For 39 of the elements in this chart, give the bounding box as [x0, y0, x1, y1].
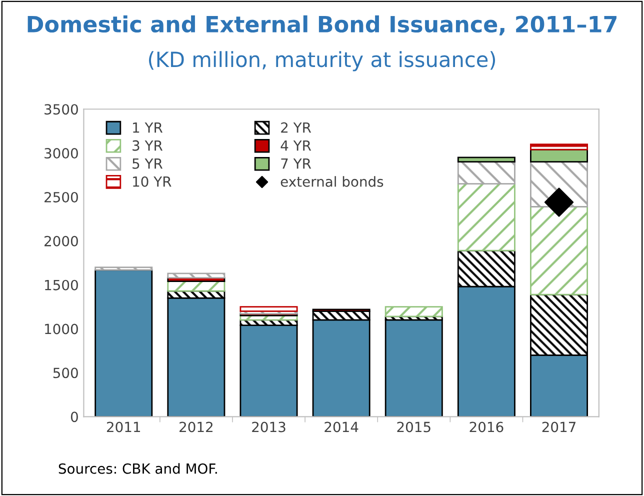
bar	[530, 148, 588, 163]
legend-label: 7 YR	[281, 158, 312, 169]
legend-label: 10 YR	[133, 176, 172, 187]
y-tick-label: 1500	[45, 280, 78, 290]
bar	[94, 266, 153, 271]
bar	[384, 319, 443, 417]
legend-label: 3 YR	[132, 140, 163, 151]
y-tick-label: 1000	[45, 324, 78, 334]
legend-label: 5 YR	[132, 158, 163, 169]
legend-label: 4 YR	[280, 140, 312, 151]
bar	[530, 206, 588, 296]
bar	[94, 269, 153, 417]
x-tick-label: 2015	[397, 422, 430, 432]
bar	[457, 161, 516, 184]
chart-title: Domestic and External Bond Issuance, 2011–17	[28, 15, 616, 36]
legend-label: 1 YR	[133, 122, 163, 133]
x-tick-label: 2014	[324, 422, 358, 432]
y-tick-label: 500	[53, 368, 78, 378]
bar	[457, 156, 516, 163]
bar	[240, 324, 298, 417]
bar	[530, 144, 588, 150]
x-tick-label: 2017	[542, 422, 576, 432]
y-tick-label: 2000	[44, 236, 78, 246]
x-tick-label: 2011	[106, 422, 140, 432]
chart-subtitle: (KD million, maturity at issuance)	[148, 51, 496, 72]
source-note: Sources: CBK and MOF.	[58, 463, 217, 474]
bar	[240, 306, 298, 312]
x-tick-label: 2013	[252, 422, 286, 432]
bar	[384, 306, 443, 318]
legend-label: external bonds	[280, 176, 384, 187]
y-tick-label: 2500	[44, 192, 78, 202]
y-tick-label: 0	[70, 412, 78, 422]
bar	[167, 272, 226, 279]
y-tick-label: 3500	[44, 104, 78, 115]
y-tick-label: 3000	[44, 148, 78, 159]
x-tick-label: 2016	[470, 422, 504, 432]
legend-label: 2 YR	[281, 122, 312, 133]
x-tick-label: 2012	[180, 422, 212, 432]
bar	[457, 183, 516, 252]
